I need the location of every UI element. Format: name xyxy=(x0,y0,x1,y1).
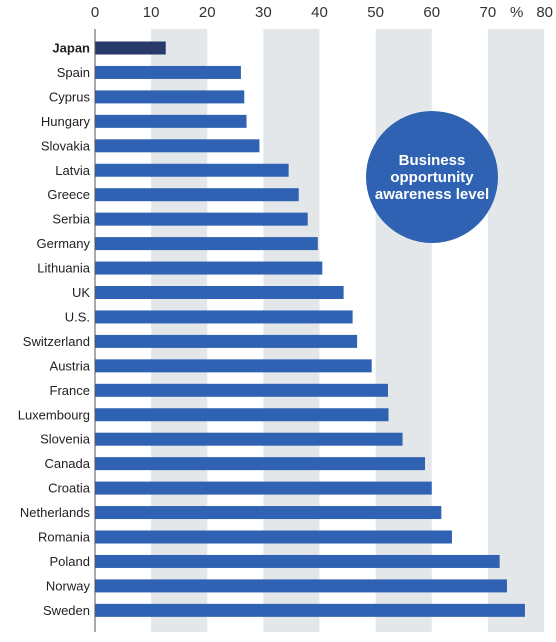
bar-slovakia xyxy=(95,139,260,153)
category-label: Slovenia xyxy=(40,432,91,447)
category-label: Sweden xyxy=(43,603,90,618)
bar-poland xyxy=(95,554,500,568)
bar-romania xyxy=(95,530,452,544)
bar-switzerland xyxy=(95,334,358,348)
category-label: France xyxy=(50,383,90,398)
grid-bands xyxy=(151,29,544,632)
bar-sweden xyxy=(95,603,525,617)
x-axis-unit-label: % xyxy=(510,4,523,21)
category-label: U.S. xyxy=(65,309,90,324)
x-tick-label: 20 xyxy=(199,4,216,21)
x-tick-label: 70 xyxy=(480,4,497,21)
bar-cyprus xyxy=(95,90,245,104)
category-label: Lithuania xyxy=(37,261,91,276)
bar-latvia xyxy=(95,163,289,177)
category-label: Germany xyxy=(37,236,91,251)
grid-band xyxy=(487,29,544,632)
x-tick-label: 10 xyxy=(143,4,160,21)
category-label: Croatia xyxy=(48,481,91,496)
bar-canada xyxy=(95,457,426,471)
x-tick-label: 0 xyxy=(91,4,99,21)
bar-hungary xyxy=(95,114,247,128)
x-tick-label: 40 xyxy=(311,4,328,21)
annotation-badge: Business opportunity awareness level xyxy=(366,111,498,243)
category-label: Slovakia xyxy=(41,138,91,153)
bar-luxembourg xyxy=(95,408,389,422)
bar-netherlands xyxy=(95,506,442,520)
category-label: Austria xyxy=(50,358,91,373)
bar-norway xyxy=(95,579,507,593)
bar-serbia xyxy=(95,212,308,226)
bar-series xyxy=(95,41,525,617)
category-label: Cyprus xyxy=(49,89,91,104)
x-tick-label: 80 xyxy=(536,4,553,21)
x-tick-label: 30 xyxy=(255,4,272,21)
bar-lithuania xyxy=(95,261,323,275)
bar-spain xyxy=(95,65,241,79)
category-label: Hungary xyxy=(41,114,91,129)
x-tick-label: 50 xyxy=(367,4,384,21)
category-label: Switzerland xyxy=(23,334,90,349)
category-label: UK xyxy=(72,285,90,300)
category-label: Serbia xyxy=(52,212,90,227)
category-label: Luxembourg xyxy=(18,407,90,422)
bar-japan xyxy=(95,41,166,55)
category-label: Poland xyxy=(50,554,90,569)
bar-greece xyxy=(95,188,299,202)
bar-uk xyxy=(95,286,344,299)
category-label: Spain xyxy=(57,65,90,80)
category-label: Romania xyxy=(38,530,91,545)
bar-u-s xyxy=(95,310,353,324)
category-label: Japan xyxy=(52,41,90,56)
bar-germany xyxy=(95,237,318,251)
x-tick-label: 60 xyxy=(423,4,440,21)
category-label: Canada xyxy=(44,456,90,471)
bar-austria xyxy=(95,359,372,373)
bar-france xyxy=(95,383,388,397)
bar-slovenia xyxy=(95,432,403,446)
x-axis-ticks: 0 10 20 30 40 50 60 70 80 xyxy=(91,4,553,21)
category-label: Netherlands xyxy=(20,505,91,520)
category-label: Norway xyxy=(46,578,91,593)
category-label: Greece xyxy=(47,187,90,202)
category-label: Latvia xyxy=(55,163,90,178)
category-labels: Japan Spain Cyprus Hungary Slovakia Latvia Gre… xyxy=(18,41,91,618)
bar-croatia xyxy=(95,481,432,495)
